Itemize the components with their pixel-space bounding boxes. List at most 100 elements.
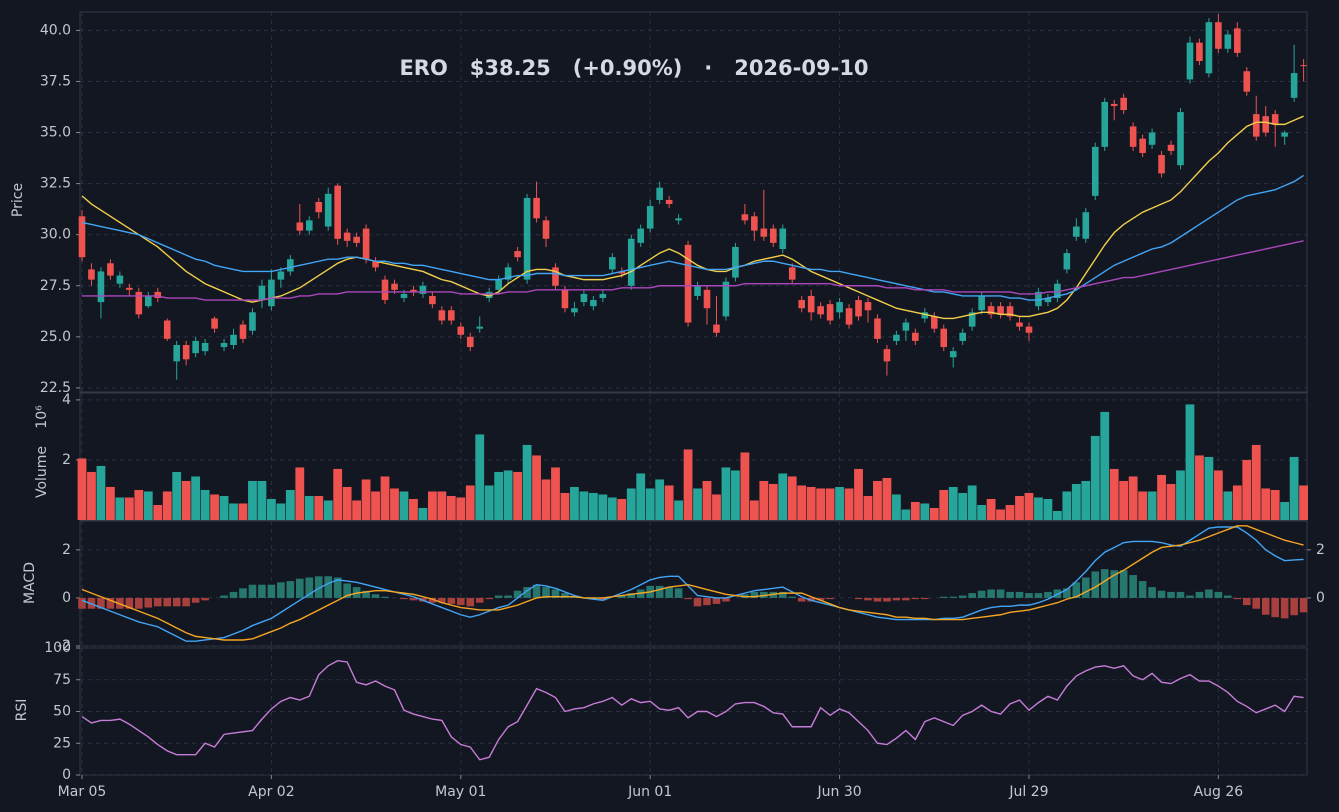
candle-body [751, 216, 758, 231]
candle-body [1054, 283, 1061, 299]
candle-body [400, 293, 408, 299]
y-tick-label: 100 [44, 640, 71, 656]
volume-bar [333, 468, 343, 520]
candle-body [448, 310, 455, 321]
candle-body [107, 263, 114, 276]
volume-bar [645, 488, 655, 520]
volume-bar [1213, 470, 1223, 520]
histogram-bar [655, 585, 664, 598]
candle-body [1016, 322, 1023, 327]
histogram-bar [409, 597, 418, 601]
volume-bar [797, 485, 807, 520]
candle-body [485, 291, 493, 299]
histogram-bar [1271, 597, 1279, 618]
histogram-bar [1290, 597, 1298, 616]
x-tick-label: Apr 02 [248, 784, 294, 800]
y-tick-label: 35.0 [40, 125, 71, 141]
volume-bar [939, 489, 949, 520]
volume-bar [162, 491, 172, 520]
histogram-bar [182, 597, 190, 607]
candle-body [788, 267, 796, 280]
candle-body [930, 316, 938, 329]
y-tick-label: 25.0 [40, 329, 71, 345]
volume-bar [617, 498, 627, 520]
volume-bar [787, 476, 797, 520]
histogram-bar [1157, 590, 1166, 598]
volume-bar [390, 488, 399, 520]
candle-body [656, 187, 663, 200]
histogram-bar [229, 591, 238, 598]
histogram-bar [125, 597, 134, 609]
volume-bar [768, 483, 778, 520]
volume-bar [352, 500, 362, 520]
candle-body [637, 228, 645, 243]
volume-bar [1166, 483, 1176, 520]
candle-body [1139, 138, 1146, 153]
candle-body [949, 351, 957, 358]
candle-body [419, 285, 427, 294]
volume-bar [409, 498, 418, 520]
volume-bar [863, 495, 873, 520]
histogram-bar [220, 595, 228, 598]
volume-bar [475, 434, 485, 520]
volume-bar [522, 444, 532, 520]
y-axis-label: RSI [14, 699, 30, 722]
histogram-bar [1044, 591, 1052, 598]
indicator-line [81, 659, 1304, 761]
volume-bar [314, 495, 324, 520]
histogram-bar [1034, 593, 1043, 598]
volume-bar [664, 485, 674, 520]
candle-body [713, 324, 720, 333]
candle-body [826, 304, 834, 321]
y-tick-label: 40.0 [40, 22, 71, 38]
histogram-bar [1081, 577, 1090, 598]
candle-body [732, 246, 739, 278]
candle-body [1063, 253, 1071, 270]
histogram-bar [466, 597, 475, 607]
histogram-bar [1242, 597, 1251, 606]
volume-bar [740, 452, 750, 520]
candle-body [410, 289, 417, 292]
volume-bar [172, 471, 182, 520]
histogram-bar [135, 597, 143, 609]
candle-body [874, 318, 881, 339]
panel: 2 4 Volume 10⁶ [34, 392, 1308, 521]
volume-bar [986, 498, 996, 520]
histogram-bar [1186, 595, 1194, 598]
histogram-bar [1129, 575, 1137, 598]
candle-body [561, 289, 569, 309]
volume-bar [1052, 510, 1062, 520]
candle-body [1300, 65, 1307, 67]
candle-body [552, 267, 559, 286]
candle-body [855, 300, 862, 317]
histogram-bar [532, 584, 541, 598]
candle-body [1224, 34, 1232, 49]
volume-bar [731, 470, 740, 520]
histogram-bar [674, 588, 683, 598]
histogram-bar [1261, 597, 1270, 615]
volume-bar [342, 486, 352, 520]
histogram-bar [106, 597, 115, 609]
candle-body [1262, 116, 1270, 133]
candle-body [618, 271, 626, 274]
candle-body [580, 293, 588, 303]
volume-bar [134, 489, 144, 520]
volume-bar [977, 504, 987, 520]
histogram-bar [324, 576, 333, 598]
volume-bar [437, 491, 447, 520]
histogram-bar [1214, 591, 1223, 598]
candle-body [807, 295, 815, 313]
histogram-bar [1025, 593, 1033, 598]
indicator-line [81, 115, 1304, 320]
candle-body [987, 306, 995, 315]
histogram-bar [172, 597, 181, 607]
panel-frame [79, 520, 1308, 647]
volume-bar [759, 480, 769, 520]
volume-bar [910, 501, 920, 520]
candle-body [429, 295, 436, 305]
volume-bar [266, 498, 276, 520]
histogram-bar [703, 597, 711, 606]
volume-bar [749, 500, 759, 520]
